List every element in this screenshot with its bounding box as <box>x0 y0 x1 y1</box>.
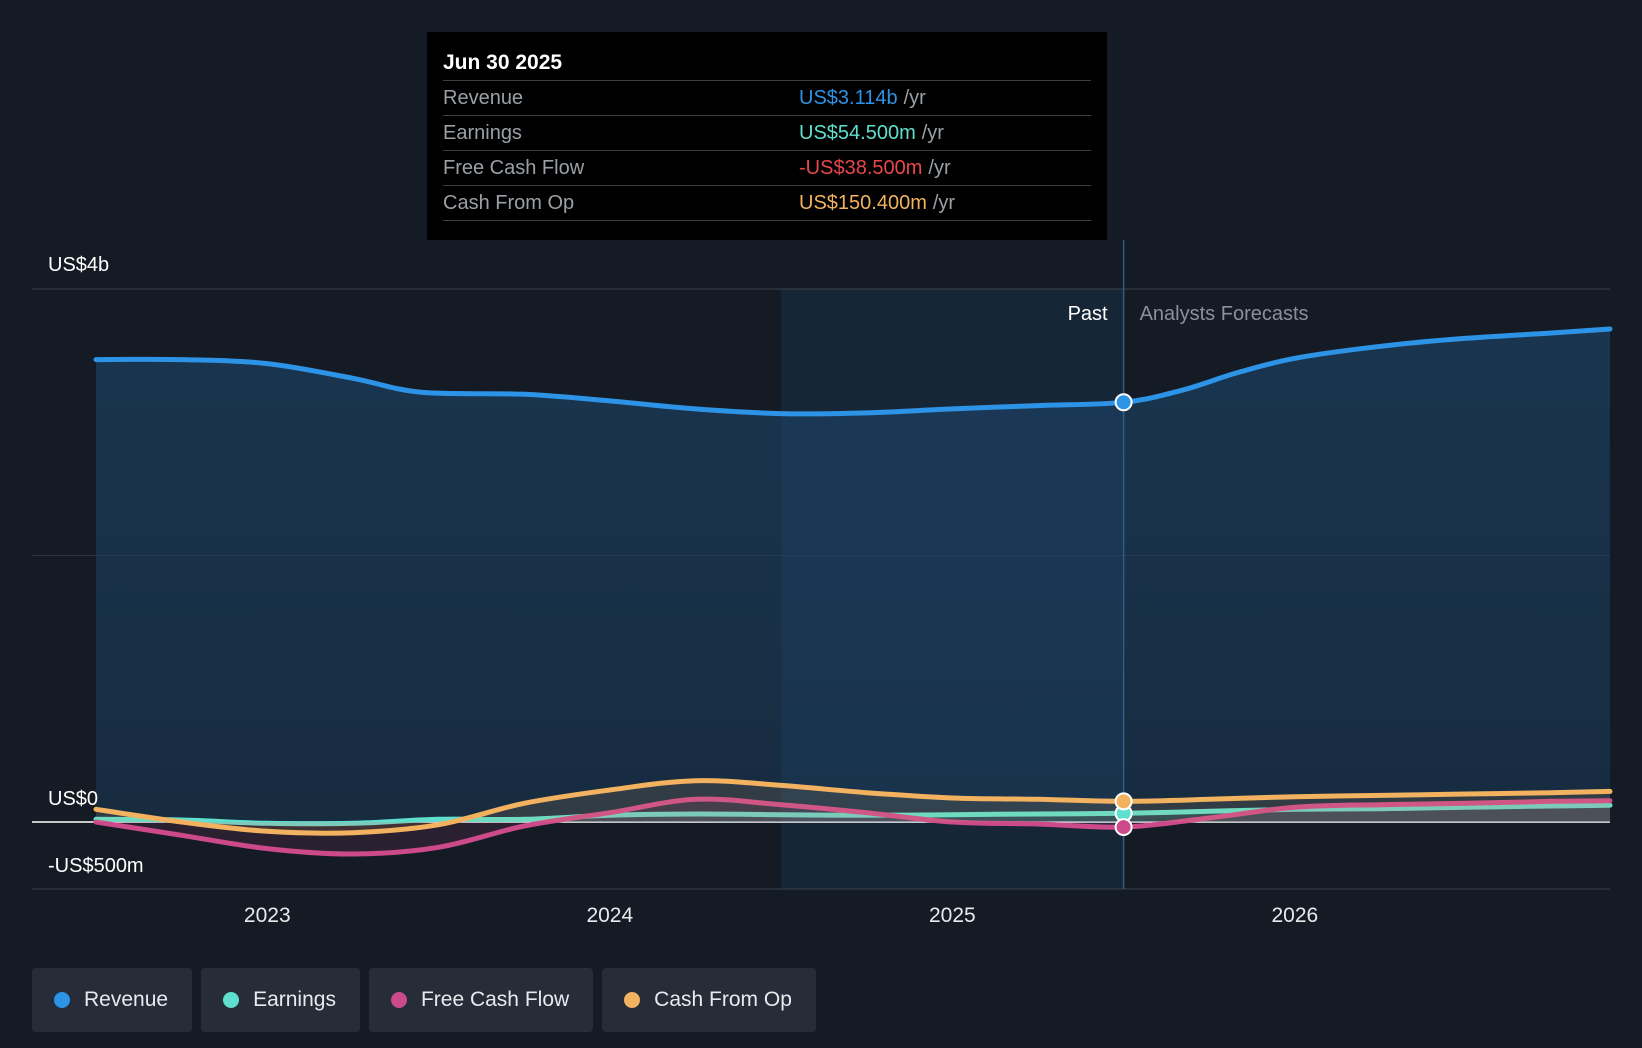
legend-dot-icon <box>54 992 70 1008</box>
legend: Revenue Earnings Free Cash Flow Cash Fro… <box>32 968 816 1032</box>
tooltip-row-free-cash-flow: Free Cash Flow -US$38.500m /yr <box>443 150 1091 185</box>
revenue-area <box>96 329 1610 822</box>
tooltip-label: Cash From Op <box>443 191 575 214</box>
legend-label: Free Cash Flow <box>420 988 570 1011</box>
x-tick-label-2025: 2025 <box>929 904 976 927</box>
legend-item-free-cash-flow[interactable]: Free Cash Flow <box>368 968 594 1032</box>
tooltip-date: Jun 30 2025 <box>443 51 563 74</box>
legend-item-revenue[interactable]: Revenue <box>32 968 193 1032</box>
tooltip-label: Revenue <box>443 86 524 109</box>
legend-label: Cash From Op <box>654 988 792 1011</box>
earnings-line <box>93 802 1613 827</box>
y-tick-label-top: US$4b <box>48 254 109 276</box>
earnings-area <box>96 805 1610 824</box>
tooltip-value: -US$38.500m <box>799 156 923 179</box>
past-label: Past <box>1068 303 1108 325</box>
y-tick-label-zero: US$0 <box>48 788 98 810</box>
tooltip-value: US$150.400m <box>799 191 927 214</box>
tooltip-value: US$54.500m <box>799 121 916 144</box>
tooltip-row-earnings: Earnings US$54.500m /yr <box>443 115 1091 150</box>
legend-dot-icon <box>390 992 407 1008</box>
legend-item-cash-from-op[interactable]: Cash From Op <box>602 968 816 1032</box>
tooltip-row-cash-from-op: Cash From Op US$150.400m /yr <box>443 185 1091 221</box>
free-cash-flow-marker <box>1114 818 1133 837</box>
tooltip-value: US$3.114b <box>799 86 898 109</box>
tooltip-label: Free Cash Flow <box>443 156 585 179</box>
tooltip-row-revenue: Revenue US$3.114b /yr <box>443 80 1091 115</box>
cash-from-op-line <box>93 778 1613 836</box>
x-tick-label-2024: 2024 <box>586 904 633 927</box>
y-tick-label-bottom: -US$500m <box>48 855 144 877</box>
cash-from-op-marker <box>1114 792 1133 811</box>
legend-item-earnings[interactable]: Earnings <box>201 968 360 1032</box>
legend-dot-icon <box>223 992 240 1008</box>
revenue-line <box>93 326 1613 417</box>
x-tick-label-2026: 2026 <box>1272 904 1319 927</box>
tooltip-unit: /yr <box>921 121 944 144</box>
tooltip-unit: /yr <box>932 191 956 214</box>
x-tick-label-2023: 2023 <box>244 904 291 927</box>
tooltip-unit: /yr <box>928 156 951 179</box>
forecast-label: Analysts Forecasts <box>1140 303 1309 325</box>
legend-label: Earnings <box>253 988 336 1011</box>
tooltip: Jun 30 2025 Revenue US$3.114b /yr Earnin… <box>427 32 1107 240</box>
tooltip-unit: /yr <box>903 86 926 109</box>
cash-from-op-area <box>96 780 1610 834</box>
tooltip-label: Earnings <box>443 121 522 144</box>
free-cash-flow-line <box>93 796 1613 857</box>
legend-dot-icon <box>624 992 641 1008</box>
revenue-marker <box>1114 393 1133 412</box>
legend-label: Revenue <box>84 988 169 1011</box>
